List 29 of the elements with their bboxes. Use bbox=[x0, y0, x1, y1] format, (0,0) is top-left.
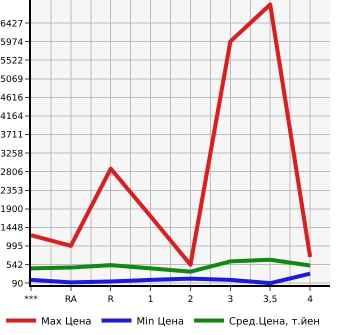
legend-label: Сред.Цена, т.йен bbox=[229, 316, 320, 328]
y-tick-label: 1448 bbox=[0, 224, 24, 234]
legend-label: Min Цена bbox=[136, 316, 184, 328]
legend-label: Max Цена bbox=[41, 316, 92, 328]
y-tick-label: 3258 bbox=[0, 149, 24, 160]
x-tick-label: RA bbox=[64, 294, 78, 305]
x-tick-label: 2 bbox=[188, 294, 194, 305]
y-tick-label: 4616 bbox=[0, 94, 24, 104]
y-tick-label: 5522 bbox=[0, 56, 24, 66]
y-tick-label: 2353 bbox=[0, 186, 24, 196]
y-tick-label: 1900 bbox=[0, 205, 24, 216]
x-tick-label: R bbox=[108, 294, 114, 305]
x-tick-label: 1 bbox=[148, 294, 154, 305]
y-tick-label: 6427 bbox=[0, 19, 24, 30]
x-tick-label: 3 bbox=[227, 294, 234, 305]
y-tick-label: 5069 bbox=[0, 74, 24, 85]
y-tick-label: 2806 bbox=[0, 168, 24, 178]
y-tick-label: 3711 bbox=[0, 130, 24, 141]
line-series bbox=[31, 258, 312, 274]
x-tick-label: *** bbox=[24, 294, 38, 305]
y-tick-label: 995 bbox=[6, 242, 24, 252]
y-tick-label: 4164 bbox=[0, 112, 24, 122]
y-tick-label: 542 bbox=[6, 260, 24, 271]
x-tick-label: 3,5 bbox=[263, 294, 278, 305]
line-series bbox=[31, 272, 312, 285]
x-tick-label: 4 bbox=[307, 294, 314, 305]
y-tick-label: 90 bbox=[12, 279, 24, 290]
line-series bbox=[31, 2, 312, 267]
y-tick-label: 5974 bbox=[0, 38, 24, 48]
